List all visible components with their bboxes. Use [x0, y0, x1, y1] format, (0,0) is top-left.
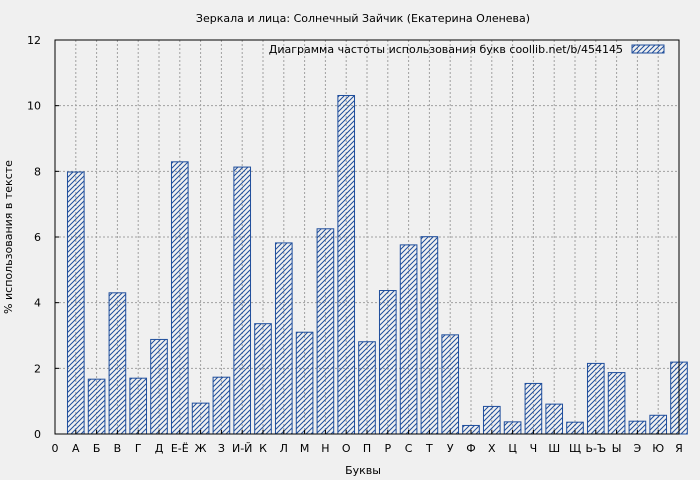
x-tick-label: У	[447, 442, 454, 455]
y-tick-label: 4	[34, 297, 41, 310]
bar	[358, 341, 376, 435]
x-tick-label: Ж	[195, 442, 207, 455]
bar	[212, 376, 231, 435]
bar	[295, 331, 314, 435]
bar	[378, 290, 397, 435]
plot-frame	[54, 39, 680, 435]
x-tick-label: З	[218, 442, 225, 455]
y-tick-label: 8	[34, 165, 41, 178]
bar	[191, 402, 210, 435]
x-tick-label: Ы	[612, 442, 622, 455]
x-tick-label: Л	[280, 442, 288, 455]
x-tick-label: Г	[135, 442, 142, 455]
x-tick-label: Н	[321, 442, 329, 455]
bar	[170, 161, 189, 435]
bar	[66, 171, 85, 435]
x-tick-label: Т	[425, 442, 433, 455]
chart-title: Зеркала и лица: Солнечный Зайчик (Екатер…	[196, 12, 530, 25]
y-tick-label: 12	[27, 34, 41, 47]
x-tick-label: И-Й	[232, 442, 252, 455]
x-tick-label: Д	[155, 442, 164, 455]
x-tick-label: О	[342, 442, 351, 455]
y-tick-label: 10	[27, 100, 41, 113]
y-tick-labels: 0 2 4 6 8 10 12	[27, 34, 41, 441]
x-tick-label: В	[114, 442, 122, 455]
axes	[54, 39, 680, 435]
x-tick-label: 0	[52, 442, 59, 455]
bar	[524, 382, 543, 435]
bar	[420, 236, 439, 435]
y-tick-label: 0	[34, 428, 41, 441]
x-tick-label: А	[72, 442, 80, 455]
bar	[441, 334, 460, 435]
bar	[254, 323, 272, 435]
bar	[482, 405, 501, 435]
bar	[150, 338, 168, 435]
bar	[108, 292, 127, 435]
x-tick-label: К	[259, 442, 267, 455]
bar	[545, 403, 564, 435]
x-tick-labels: 0 А Б В Г Д Е-Ё Ж З И-Й К Л М Н О П Р С Т У Ф Х Ц Ч Ш Щ Ь-Ъ Ы Э Ю Я	[52, 442, 683, 455]
bar	[233, 166, 252, 435]
x-tick-label: С	[405, 442, 413, 455]
x-tick-label: М	[300, 442, 310, 455]
x-tick-label: Ч	[530, 442, 538, 455]
x-tick-label: Ц	[508, 442, 517, 455]
legend: Диаграмма частоты использования букв coo…	[269, 43, 665, 56]
x-axis-label: Буквы	[345, 464, 381, 477]
x-tick-label: Р	[384, 442, 391, 455]
x-tick-label: Ь-Ъ	[585, 442, 606, 455]
x-tick-label: Е-Ё	[171, 442, 189, 455]
y-axis-label: % использования в тексте	[2, 160, 15, 314]
legend-label: Диаграмма частоты использования букв coo…	[269, 43, 623, 56]
x-tick-label: Щ	[569, 442, 581, 455]
bar	[274, 242, 293, 435]
x-tick-label: Я	[675, 442, 683, 455]
y-tick-label: 2	[34, 362, 41, 375]
bars	[66, 94, 688, 435]
bar	[607, 372, 626, 435]
bar	[586, 362, 605, 435]
bar	[399, 244, 418, 435]
x-tick-label: Х	[488, 442, 496, 455]
legend-swatch	[631, 44, 665, 54]
x-tick-label: Ш	[548, 442, 560, 455]
x-tick-label: Ф	[466, 442, 475, 455]
bar	[337, 94, 356, 435]
x-tick-label: Э	[634, 442, 642, 455]
bar	[129, 377, 148, 435]
y-tick-label: 6	[34, 231, 41, 244]
x-tick-label: Ю	[652, 442, 664, 455]
x-tick-label: Б	[93, 442, 101, 455]
bar	[87, 378, 106, 435]
x-tick-label: П	[363, 442, 371, 455]
bar	[316, 228, 335, 435]
